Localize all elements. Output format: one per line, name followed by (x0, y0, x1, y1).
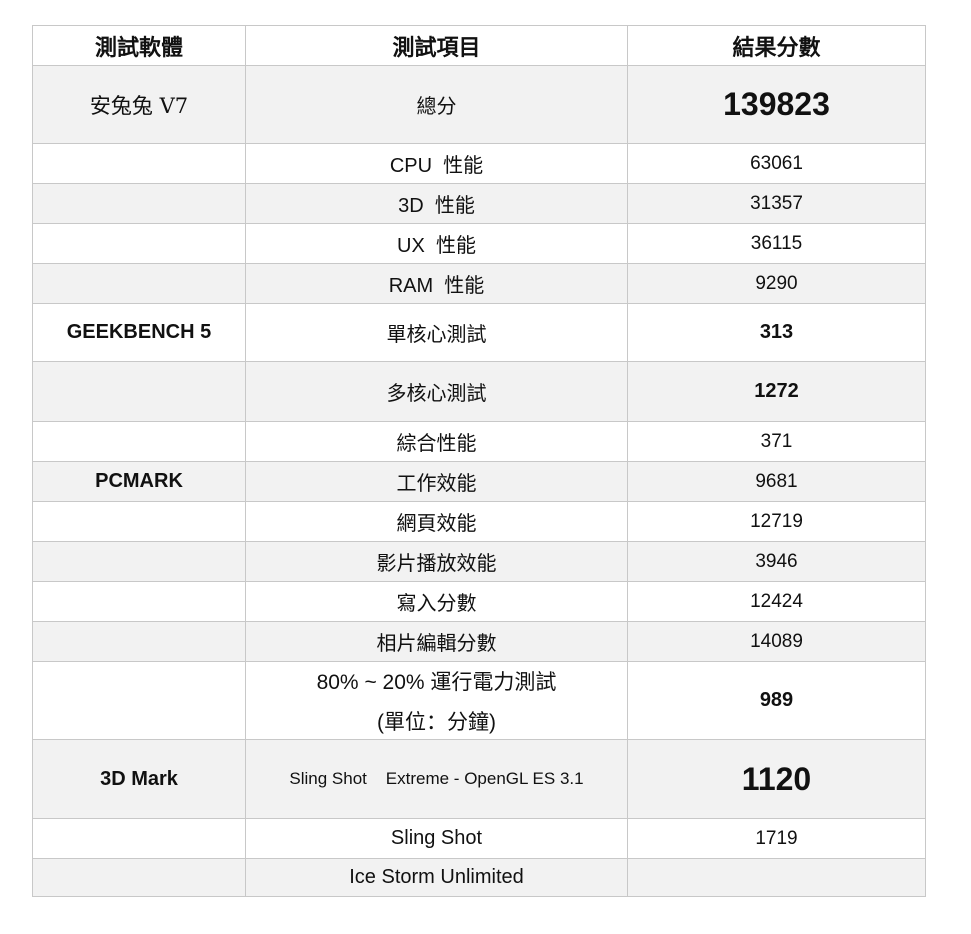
item-line: 80% ~ 20% 運行電力測試 (316, 670, 557, 694)
software-cell (32, 581, 246, 622)
benchmark-table: 測試軟體 測試項目 結果分數 安兔兔 V7 總分 139823 CPU 性能 63061… (32, 25, 926, 897)
software-cell: 安兔兔 V7 (32, 65, 246, 144)
score-cell: 371 (627, 421, 926, 462)
table-row: 相片編輯分數 14089 (32, 621, 926, 662)
software-cell: GEEKBENCH 5 (32, 303, 246, 362)
score-cell: 9290 (627, 263, 926, 304)
score-cell: 14089 (627, 621, 926, 662)
score-cell: 31357 (627, 183, 926, 224)
score-cell: 1272 (627, 361, 926, 422)
software-cell (32, 501, 246, 542)
table-row: 3D Mark Sling Shot Extreme - OpenGL ES 3.… (32, 739, 926, 819)
table-row: 網頁效能 12719 (32, 501, 926, 542)
header-result: 結果分數 (627, 25, 926, 66)
table-row: Sling Shot 1719 (32, 818, 926, 859)
software-cell (32, 183, 246, 224)
software-cell: 3D Mark (32, 739, 246, 819)
item-cell: UX 性能 (245, 223, 628, 264)
table-row: 安兔兔 V7 總分 139823 (32, 65, 926, 144)
item-cell: 相片編輯分數 (245, 621, 628, 662)
software-cell: PCMARK (32, 461, 246, 502)
item-cell: 網頁效能 (245, 501, 628, 542)
score-cell: 12424 (627, 581, 926, 622)
software-cell (32, 621, 246, 662)
item-cell: 寫入分數 (245, 581, 628, 622)
item-cell: 影片播放效能 (245, 541, 628, 582)
software-cell (32, 361, 246, 422)
score-cell: 9681 (627, 461, 926, 502)
item-cell: CPU 性能 (245, 143, 628, 184)
item-unit: (單位：分鐘) (377, 710, 496, 734)
table-row: 80% ~ 20% 運行電力測試 (單位：分鐘) 989 (32, 661, 926, 740)
software-cell (32, 143, 246, 184)
table-row: RAM 性能 9290 (32, 263, 926, 304)
score-cell: 313 (627, 303, 926, 362)
score-cell: 36115 (627, 223, 926, 264)
item-cell: RAM 性能 (245, 263, 628, 304)
score-cell: 139823 (627, 65, 926, 144)
software-cell (32, 263, 246, 304)
score-cell: 3946 (627, 541, 926, 582)
score-cell: 989 (627, 661, 926, 740)
table-row: 寫入分數 12424 (32, 581, 926, 622)
software-cell (32, 541, 246, 582)
score-cell (627, 858, 926, 897)
table-row: CPU 性能 63061 (32, 143, 926, 184)
table-row: UX 性能 36115 (32, 223, 926, 264)
score-cell: 1719 (627, 818, 926, 859)
item-cell: 3D 性能 (245, 183, 628, 224)
item-cell: 單核心測試 (245, 303, 628, 362)
item-cell: 總分 (245, 65, 628, 144)
item-cell: Sling Shot (245, 818, 628, 859)
software-cell (32, 223, 246, 264)
item-cell: Ice Storm Unlimited (245, 858, 628, 897)
software-cell (32, 661, 246, 740)
software-cell (32, 421, 246, 462)
table-row: 綜合性能 371 (32, 421, 926, 462)
software-cell (32, 858, 246, 897)
item-cell: 多核心測試 (245, 361, 628, 422)
header-software: 測試軟體 (32, 25, 246, 66)
table-row: GEEKBENCH 5 單核心測試 313 (32, 303, 926, 362)
score-cell: 1120 (627, 739, 926, 819)
header-row: 測試軟體 測試項目 結果分數 (32, 25, 926, 66)
score-cell: 63061 (627, 143, 926, 184)
score-cell: 12719 (627, 501, 926, 542)
table-row: 影片播放效能 3946 (32, 541, 926, 582)
table-row: 3D 性能 31357 (32, 183, 926, 224)
item-cell: 工作效能 (245, 461, 628, 502)
item-cell: 綜合性能 (245, 421, 628, 462)
table-row: 多核心測試 1272 (32, 361, 926, 422)
table-row: Ice Storm Unlimited (32, 858, 926, 897)
item-cell: Sling Shot Extreme - OpenGL ES 3.1 (245, 739, 628, 819)
item-cell: 80% ~ 20% 運行電力測試 (單位：分鐘) (245, 661, 628, 740)
software-cell (32, 818, 246, 859)
table-row: PCMARK 工作效能 9681 (32, 461, 926, 502)
header-item: 測試項目 (245, 25, 628, 66)
